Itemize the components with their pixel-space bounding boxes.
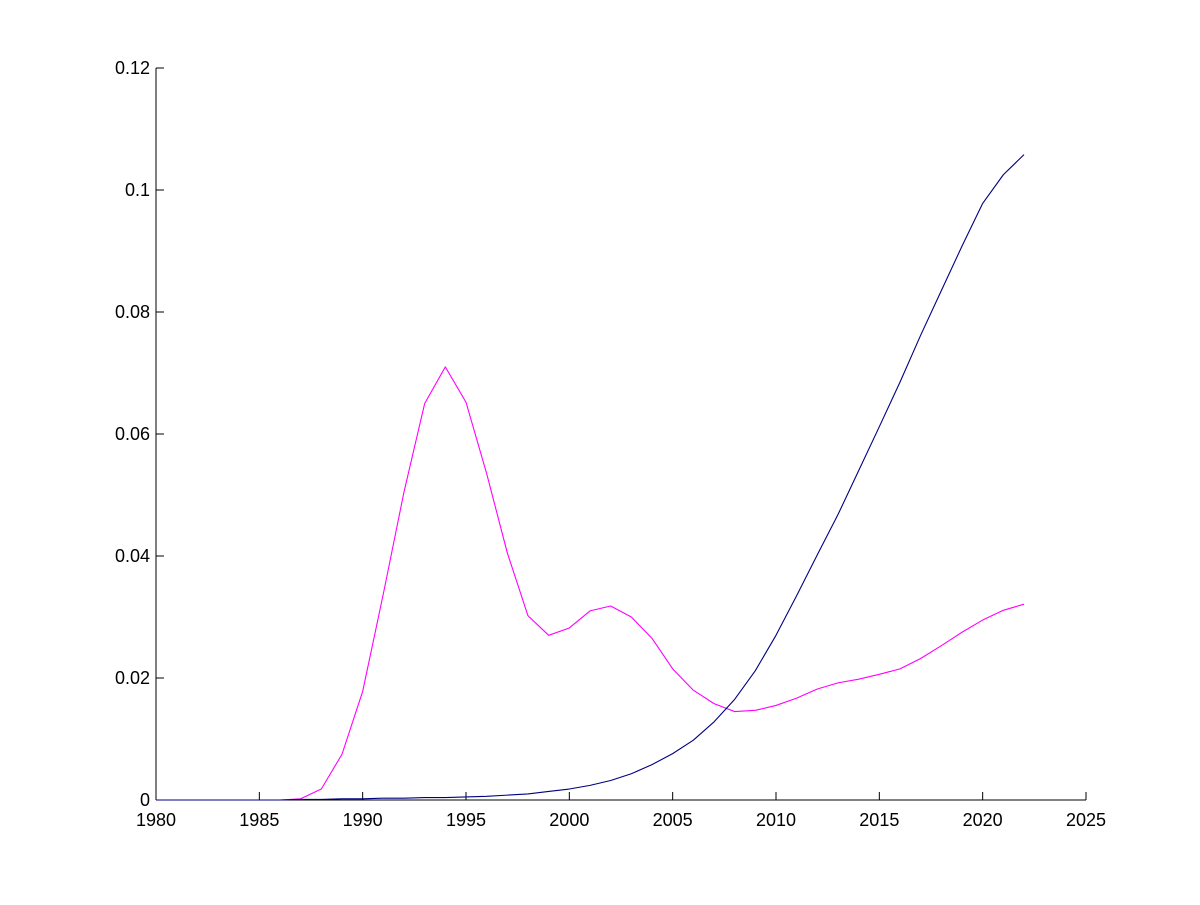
x-tick-label: 2005 (653, 810, 693, 830)
y-tick-label: 0.12 (115, 58, 150, 78)
x-tick-label: 1980 (136, 810, 176, 830)
x-tick-label: 1990 (343, 810, 383, 830)
y-tick-label: 0.02 (115, 668, 150, 688)
y-tick-label: 0.06 (115, 424, 150, 444)
axis-ticks: 1980 1985 1990 1995 2000 2005 2010 2015 2020 2025… (115, 58, 1106, 830)
navy-series-line (156, 154, 1025, 801)
y-tick-label: 0 (140, 790, 150, 810)
x-tick-label: 2010 (756, 810, 796, 830)
x-tick-label: 2020 (963, 810, 1003, 830)
y-tick-label: 0.08 (115, 302, 150, 322)
x-tick-label: 2000 (549, 810, 589, 830)
x-tick-label: 1995 (446, 810, 486, 830)
y-tick-label: 0.04 (115, 546, 150, 566)
series-lines (156, 154, 1025, 801)
axes (155, 68, 1086, 801)
x-tick-label: 1985 (239, 810, 279, 830)
x-tick-label: 2025 (1066, 810, 1106, 830)
y-tick-label: 0.1 (125, 180, 150, 200)
x-tick-label: 2015 (859, 810, 899, 830)
magenta-series-line (156, 366, 1025, 801)
